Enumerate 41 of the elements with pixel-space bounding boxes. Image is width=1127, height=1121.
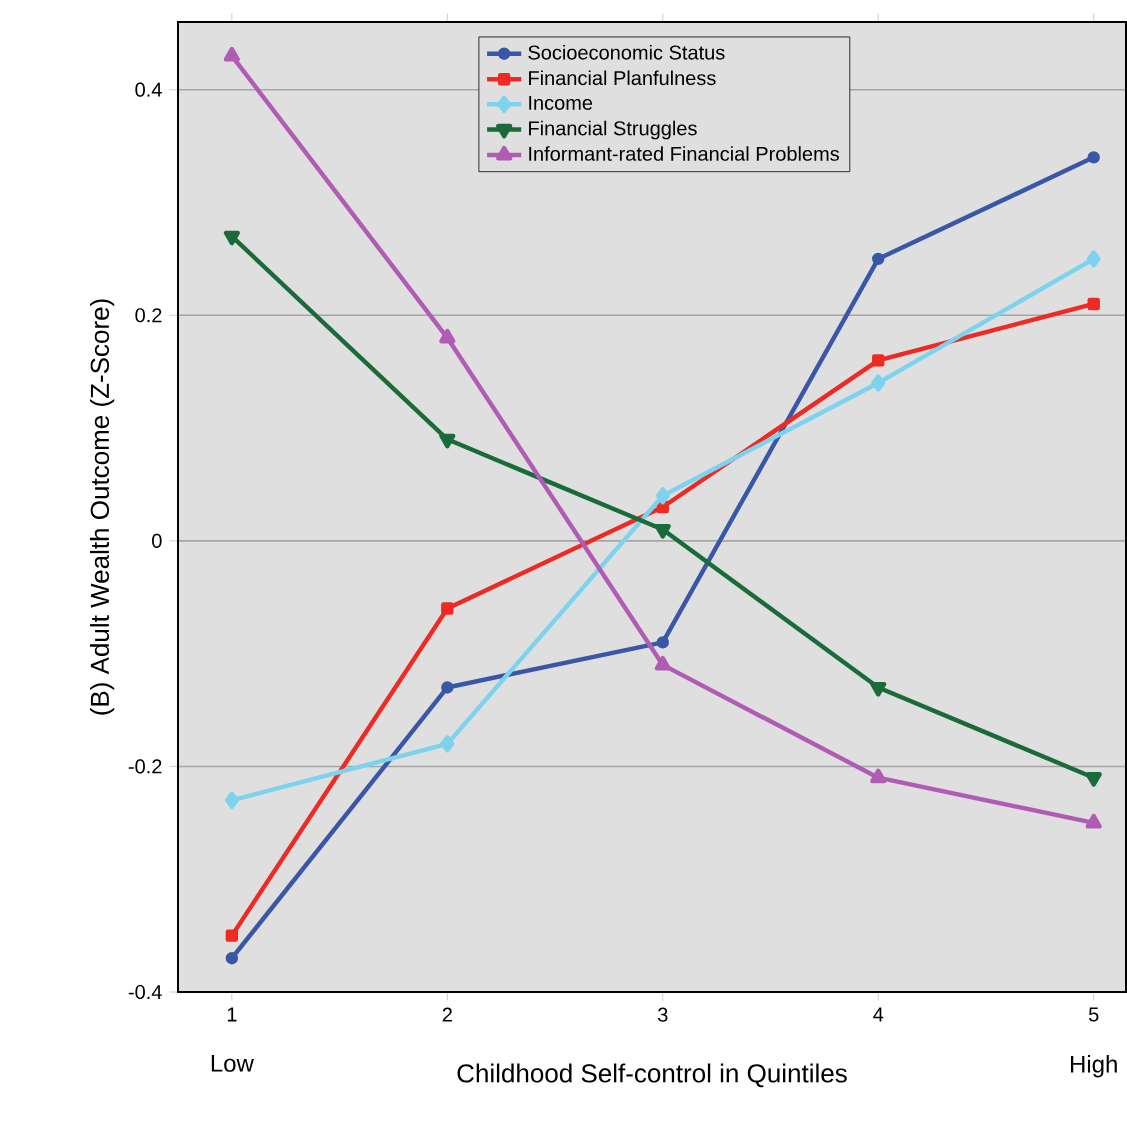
- legend-label: Income: [529, 95, 593, 110]
- point: [655, 487, 670, 505]
- text: High: [1071, 1055, 1117, 1078]
- x-tick-label: 2: [442, 1007, 452, 1022]
- point: [440, 735, 455, 753]
- point: [654, 655, 671, 671]
- point: [871, 374, 886, 392]
- x-tick-label: 1: [227, 1007, 237, 1022]
- point: [441, 681, 454, 694]
- x-axis-title: Childhood Self-control in Quintiles: [457, 1063, 847, 1088]
- y-axis-title: (B) Adult Wealth Outcome (Z-Score): [89, 299, 115, 715]
- y-tick-label: -0.4: [128, 984, 162, 1000]
- point: [1085, 813, 1102, 829]
- point: [872, 354, 885, 367]
- x-tick-label: 5: [1088, 1007, 1099, 1022]
- legend-label: Socioeconomic Status: [528, 44, 725, 60]
- legend-label: Financial Planfulness: [529, 70, 716, 86]
- point: [872, 252, 885, 266]
- point: [656, 636, 669, 649]
- point: [441, 602, 454, 615]
- legend-label: Informant-rated Financial Problems: [529, 146, 840, 161]
- point: [870, 681, 887, 697]
- point: [225, 929, 239, 942]
- y-tick-label: -0.2: [128, 759, 162, 774]
- y-tick-label: 0: [152, 533, 162, 548]
- point: [223, 230, 240, 246]
- point: [870, 768, 887, 784]
- y-tick-label: 0.4: [135, 82, 162, 97]
- point: [654, 523, 671, 539]
- point: [1086, 250, 1101, 268]
- point: [225, 951, 239, 965]
- point: [439, 433, 456, 449]
- point: [224, 791, 239, 809]
- point: [1085, 772, 1102, 787]
- x-tick-label: 4: [873, 1007, 884, 1022]
- text: Low: [211, 1055, 254, 1072]
- point: [1087, 151, 1100, 164]
- y-tick-label: 0.2: [135, 308, 162, 323]
- legend-label: Financial Struggles: [529, 120, 697, 140]
- point: [1087, 297, 1100, 311]
- x-tick-label: 3: [657, 1007, 668, 1022]
